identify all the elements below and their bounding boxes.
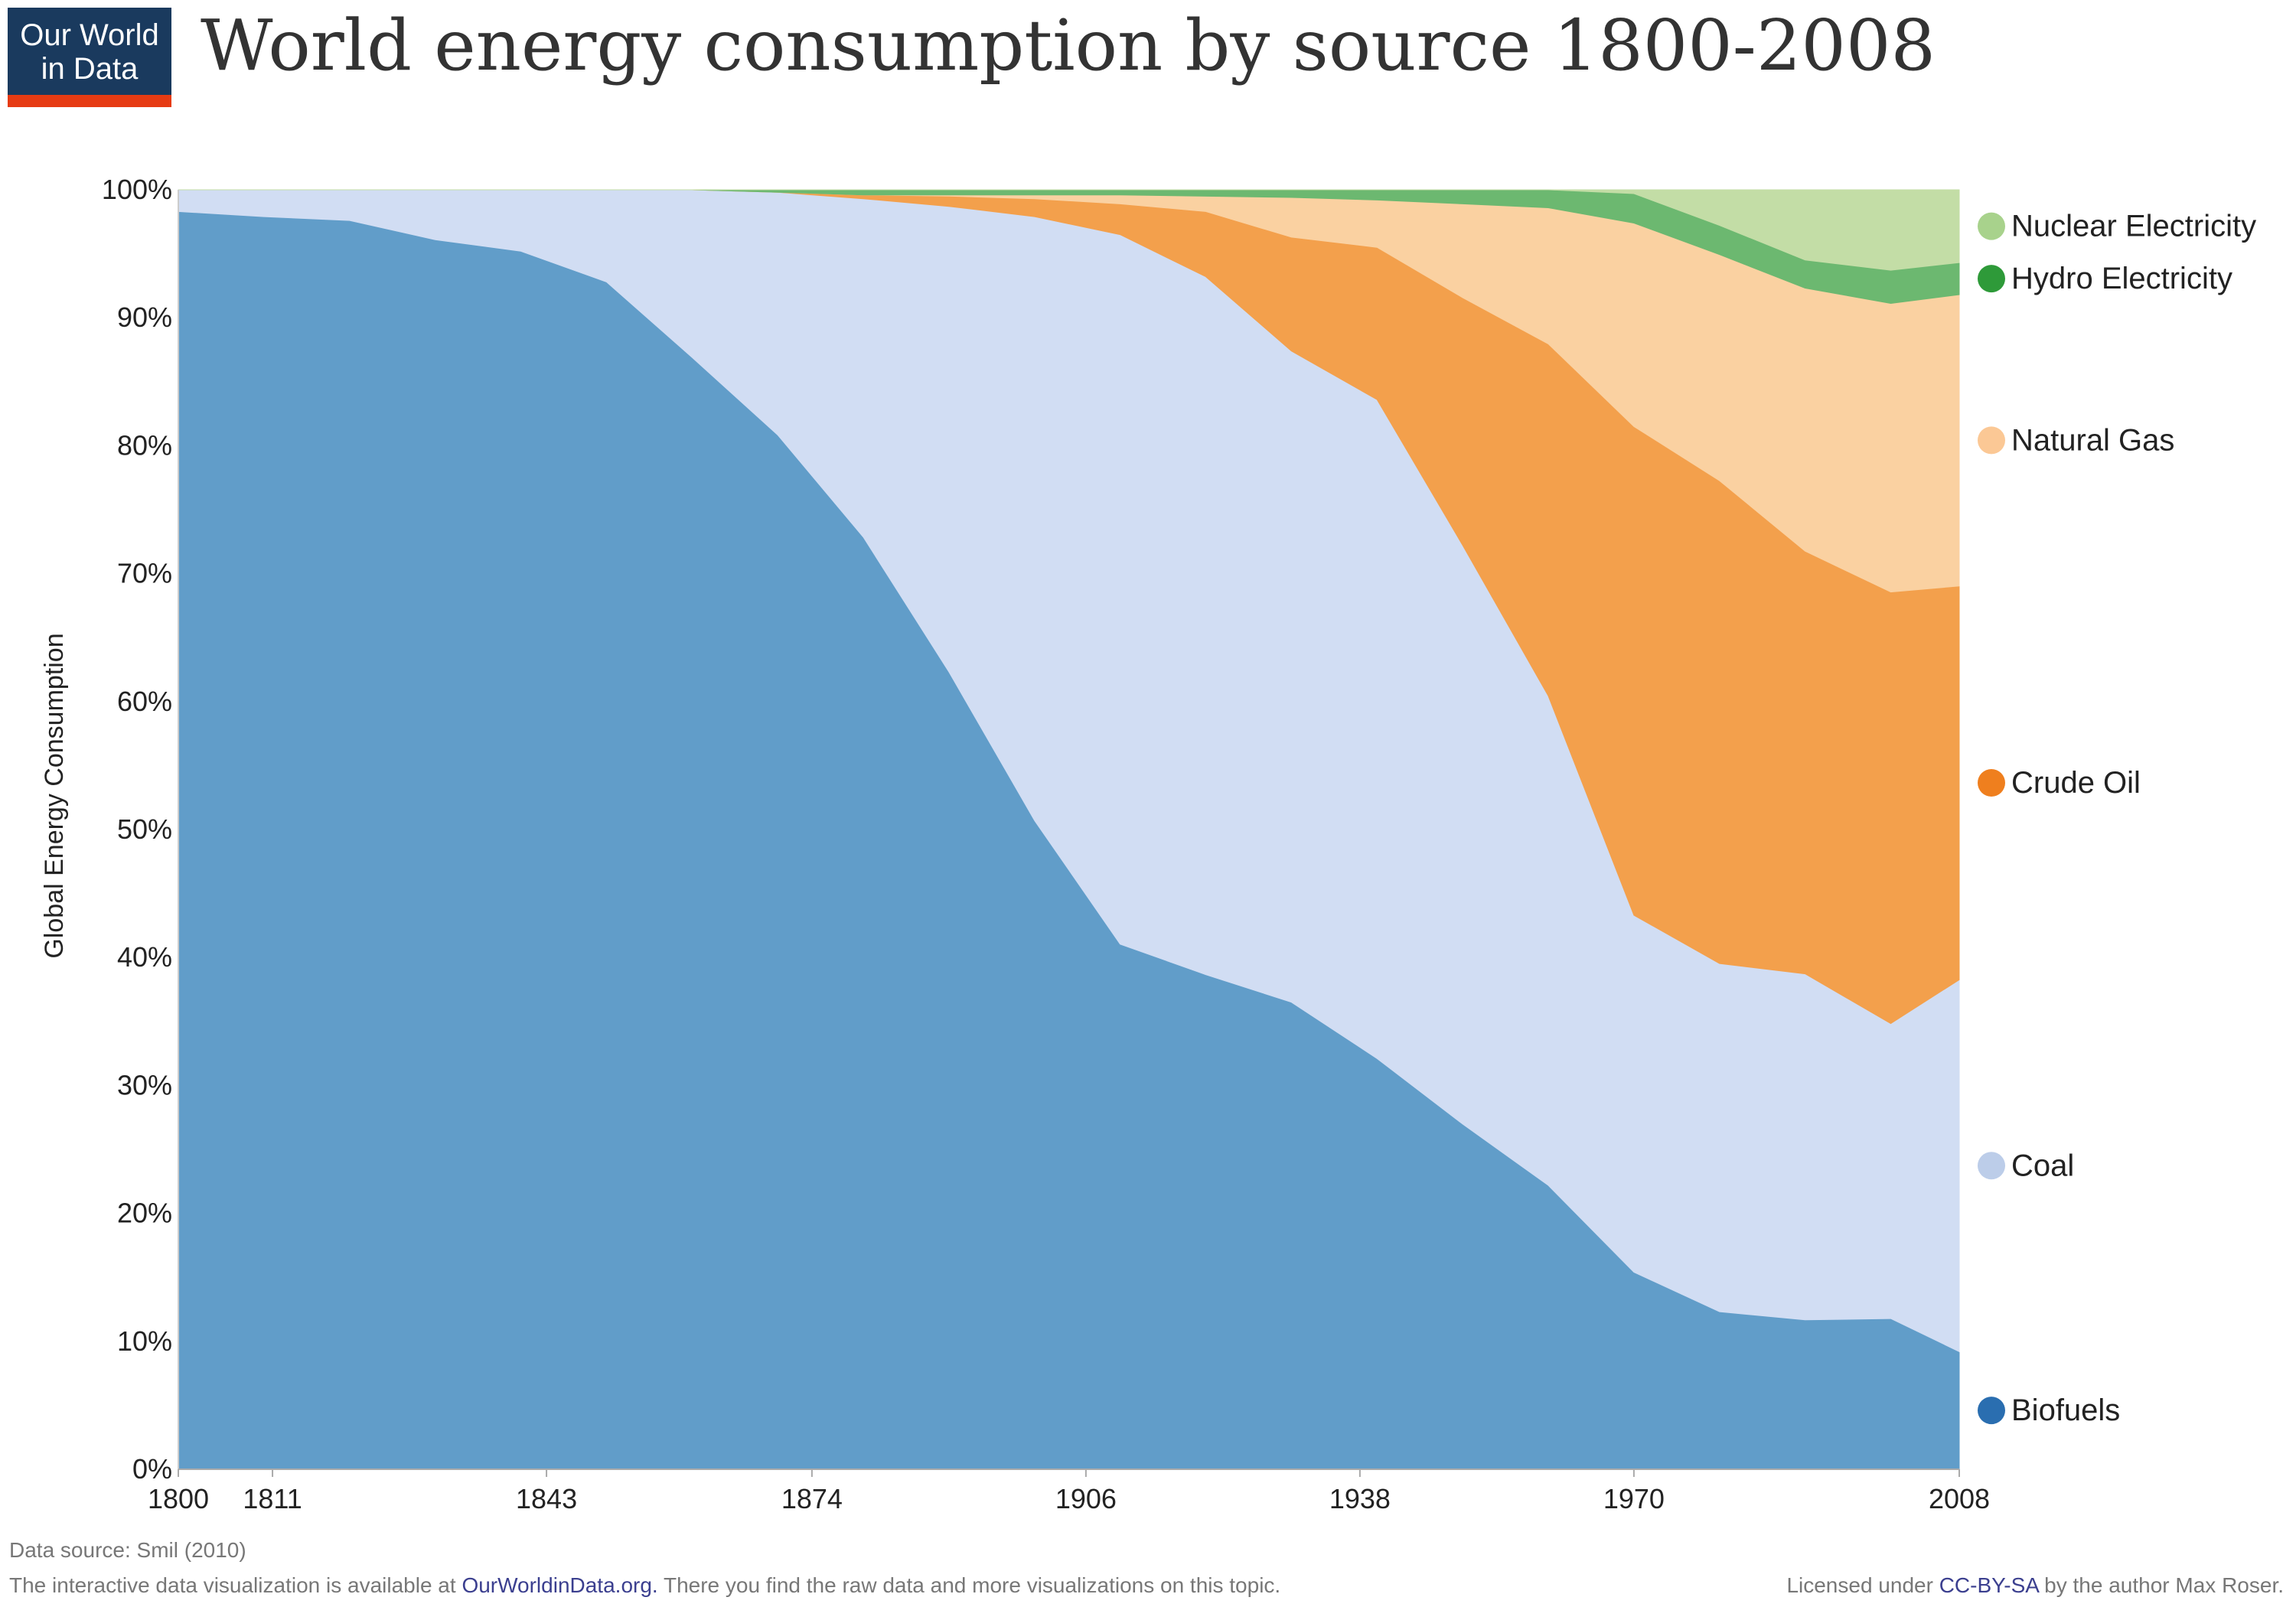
legend-label-coal: Coal: [2011, 1149, 2074, 1182]
y-tick-label: 80%: [117, 429, 172, 461]
y-axis: 0% 10% 20% 30% 40% 50% 60% 70% 80% 90% 100%: [102, 174, 179, 1485]
y-tick-label: 90%: [117, 302, 172, 333]
legend-label-biofuels: Biofuels: [2011, 1393, 2120, 1427]
legend-label-crude-oil: Crude Oil: [2011, 766, 2141, 800]
legend-swatch-crude-oil: [1978, 769, 2005, 797]
legend-label-nuclear-electricity: Nuclear Electricity: [2011, 210, 2256, 243]
x-tick-label: 1970: [1603, 1483, 1665, 1514]
legend: Biofuels Coal Crude Oil Natural Gas Hydro El…: [1978, 210, 2256, 1427]
stacked-area-chart: 0%10%20%30%40%50%60%70%80%90%100% 1800 18…: [40, 174, 2256, 1514]
y-tick-label: 40%: [117, 941, 172, 973]
area-nuclear-electricity: [178, 189, 1960, 271]
logo-text-line-1: Our World: [20, 18, 159, 52]
license-note: Licensed under CC-BY-SA by the author Ma…: [1786, 1573, 2284, 1598]
visualization-note-prefix: The interactive data visualization is av…: [9, 1573, 462, 1597]
license-prefix: Licensed under: [1786, 1573, 1939, 1597]
logo-accent-bar: [8, 95, 171, 107]
data-source-note: Data source: Smil (2010): [9, 1538, 246, 1562]
license-suffix: by the author Max Roser.: [2038, 1573, 2284, 1597]
x-tick-label: 1800: [148, 1483, 209, 1514]
y-tick-label: 60%: [117, 686, 172, 717]
y-tick-label: 10%: [117, 1325, 172, 1357]
y-tick-label: 70%: [117, 558, 172, 589]
owid-logo: Our World in Data: [8, 8, 171, 107]
chart-areas: [178, 189, 1960, 1470]
y-tick-label: 100%: [102, 174, 172, 205]
x-tick-label: 1843: [516, 1483, 577, 1514]
chart-title: World energy consumption by source 1800-…: [201, 5, 1936, 86]
logo-text-line-2: in Data: [41, 52, 139, 86]
x-axis: 1800 1811 1843 1874 1906 1938 1970 2008: [148, 1468, 1990, 1514]
legend-swatch-natural-gas: [1978, 426, 2005, 455]
x-tick-label: 1906: [1055, 1483, 1117, 1514]
legend-swatch-hydro-electricity: [1978, 265, 2005, 293]
owid-link[interactable]: OurWorldinData.org.: [461, 1573, 658, 1597]
license-link[interactable]: CC-BY-SA: [1939, 1573, 2039, 1597]
y-tick-label: 20%: [117, 1198, 172, 1229]
y-tick-label: 30%: [117, 1069, 172, 1100]
visualization-note-suffix: There you find the raw data and more vis…: [657, 1573, 1281, 1597]
x-tick-label: 1938: [1329, 1483, 1391, 1514]
y-tick-label: 50%: [117, 813, 172, 845]
legend-swatch-coal: [1978, 1152, 2005, 1180]
x-tick-label: 1874: [781, 1483, 843, 1514]
y-axis-label: Global Energy Consumption: [40, 633, 69, 958]
x-tick-label: 2008: [1929, 1483, 1990, 1514]
y-tick-label: 0%: [132, 1453, 172, 1485]
legend-label-natural-gas: Natural Gas: [2011, 423, 2174, 457]
x-tick-label: 1811: [243, 1483, 302, 1514]
legend-swatch-biofuels: [1978, 1397, 2005, 1425]
legend-label-hydro-electricity: Hydro Electricity: [2011, 262, 2232, 295]
visualization-note: The interactive data visualization is av…: [9, 1573, 1280, 1598]
legend-swatch-nuclear-electricity: [1978, 212, 2005, 240]
